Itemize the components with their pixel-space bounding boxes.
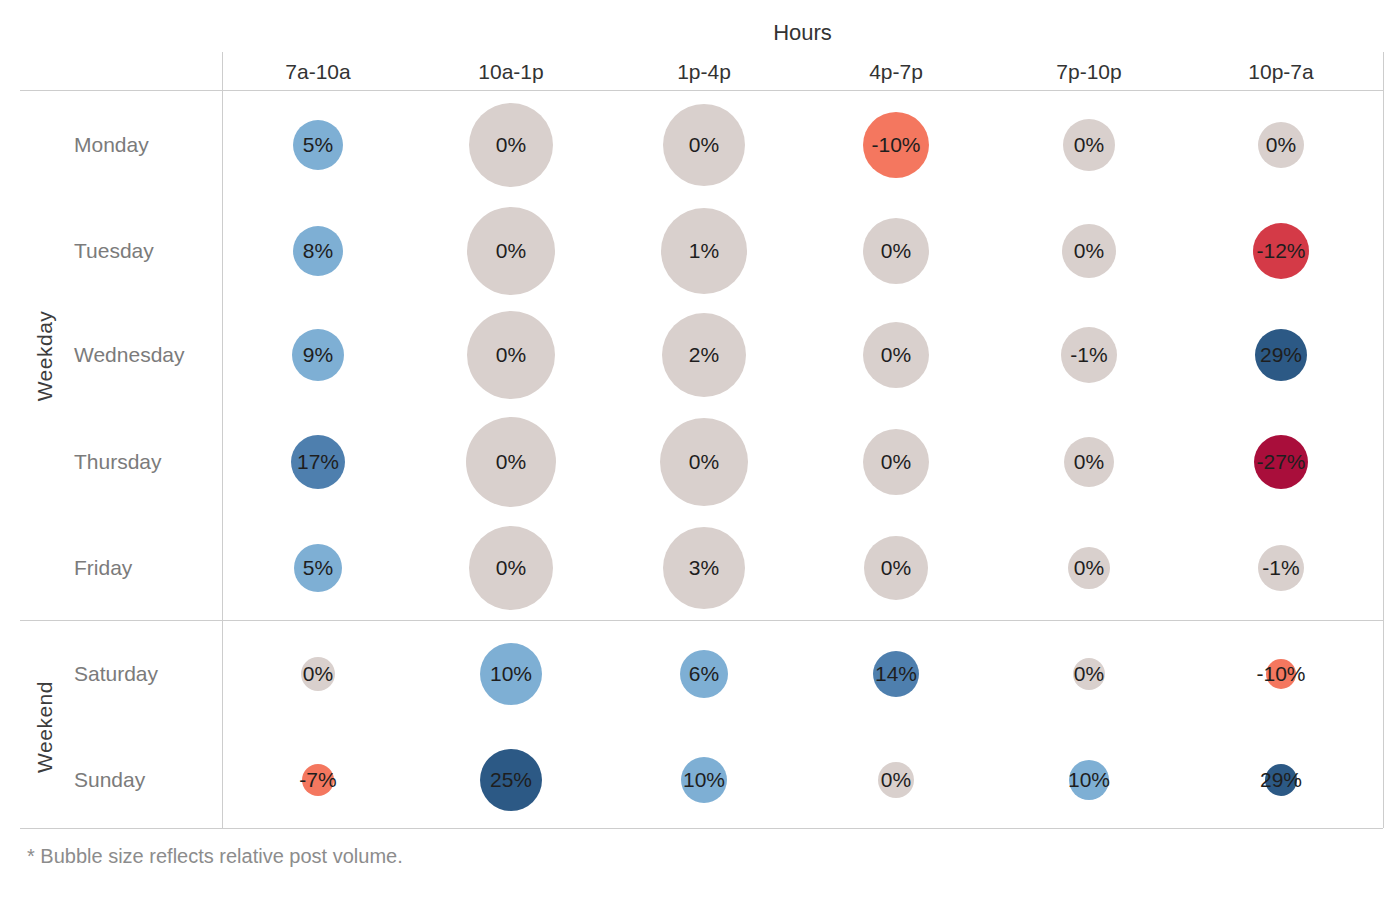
group-label-weekday: Weekday: [33, 311, 57, 402]
bubble-value-label: 29%: [1260, 768, 1302, 792]
column-header-7a-10a: 7a-10a: [285, 60, 350, 84]
bubble-value-label: 0%: [1074, 556, 1104, 580]
bubble-value-label: 0%: [496, 450, 526, 474]
row-label-tuesday: Tuesday: [74, 239, 154, 263]
bubble-value-label: -10%: [871, 133, 920, 157]
bubble-value-label: 0%: [689, 133, 719, 157]
bubble-value-label: 8%: [303, 239, 333, 263]
row-label-friday: Friday: [74, 556, 132, 580]
columns-axis-title: Hours: [222, 20, 1383, 46]
bubble-value-label: 1%: [689, 239, 719, 263]
bubble-value-label: -1%: [1070, 343, 1107, 367]
bottom-border-line: [20, 828, 1383, 829]
group-divider-line: [20, 620, 1383, 621]
bubble-value-label: 0%: [303, 662, 333, 686]
right-border-line: [1383, 52, 1384, 828]
bubble-value-label: 10%: [683, 768, 725, 792]
bubble-value-label: 0%: [881, 768, 911, 792]
bubble-value-label: 0%: [1074, 450, 1104, 474]
bubble-value-label: 17%: [297, 450, 339, 474]
row-label-wednesday: Wednesday: [74, 343, 185, 367]
bubble-value-label: 0%: [881, 450, 911, 474]
bubble-value-label: 2%: [689, 343, 719, 367]
bubble-value-label: 0%: [496, 556, 526, 580]
bubble-value-label: -27%: [1256, 450, 1305, 474]
bubble-value-label: 3%: [689, 556, 719, 580]
row-label-thursday: Thursday: [74, 450, 162, 474]
footnote: * Bubble size reflects relative post vol…: [27, 845, 403, 868]
column-header-10a-1p: 10a-1p: [478, 60, 543, 84]
row-label-saturday: Saturday: [74, 662, 158, 686]
bubble-value-label: 10%: [490, 662, 532, 686]
bubble-value-label: 0%: [1074, 662, 1104, 686]
column-header-1p-4p: 1p-4p: [677, 60, 731, 84]
bubble-value-label: -12%: [1256, 239, 1305, 263]
bubble-value-label: -7%: [299, 768, 336, 792]
bubble-value-label: 0%: [881, 239, 911, 263]
bubble-value-label: -1%: [1262, 556, 1299, 580]
bubble-value-label: 25%: [490, 768, 532, 792]
bubble-value-label: 9%: [303, 343, 333, 367]
row-label-sunday: Sunday: [74, 768, 145, 792]
bubble-value-label: 0%: [496, 239, 526, 263]
row-label-monday: Monday: [74, 133, 149, 157]
bubble-value-label: 0%: [1074, 133, 1104, 157]
bubble-value-label: 0%: [496, 343, 526, 367]
row-axis-line: [222, 52, 223, 828]
bubble-value-label: 29%: [1260, 343, 1302, 367]
bubble-value-label: 0%: [1266, 133, 1296, 157]
bubble-value-label: 6%: [689, 662, 719, 686]
column-header-10p-7a: 10p-7a: [1248, 60, 1313, 84]
bubble-matrix-chart: Hours 7a-10a 10a-1p 1p-4p 4p-7p 7p-10p 10p-7a…: [0, 0, 1400, 900]
column-header-4p-7p: 4p-7p: [869, 60, 923, 84]
bubble-value-label: -10%: [1256, 662, 1305, 686]
bubble-value-label: 0%: [881, 343, 911, 367]
bubble-value-label: 0%: [689, 450, 719, 474]
bubble-value-label: 0%: [881, 556, 911, 580]
column-header-7p-10p: 7p-10p: [1056, 60, 1121, 84]
bubble-value-label: 10%: [1068, 768, 1110, 792]
header-divider-line: [20, 90, 1383, 91]
bubble-value-label: 14%: [875, 662, 917, 686]
bubble-value-label: 0%: [1074, 239, 1104, 263]
bubble-value-label: 5%: [303, 556, 333, 580]
group-label-weekend: Weekend: [33, 681, 57, 773]
bubble-value-label: 5%: [303, 133, 333, 157]
bubble-value-label: 0%: [496, 133, 526, 157]
